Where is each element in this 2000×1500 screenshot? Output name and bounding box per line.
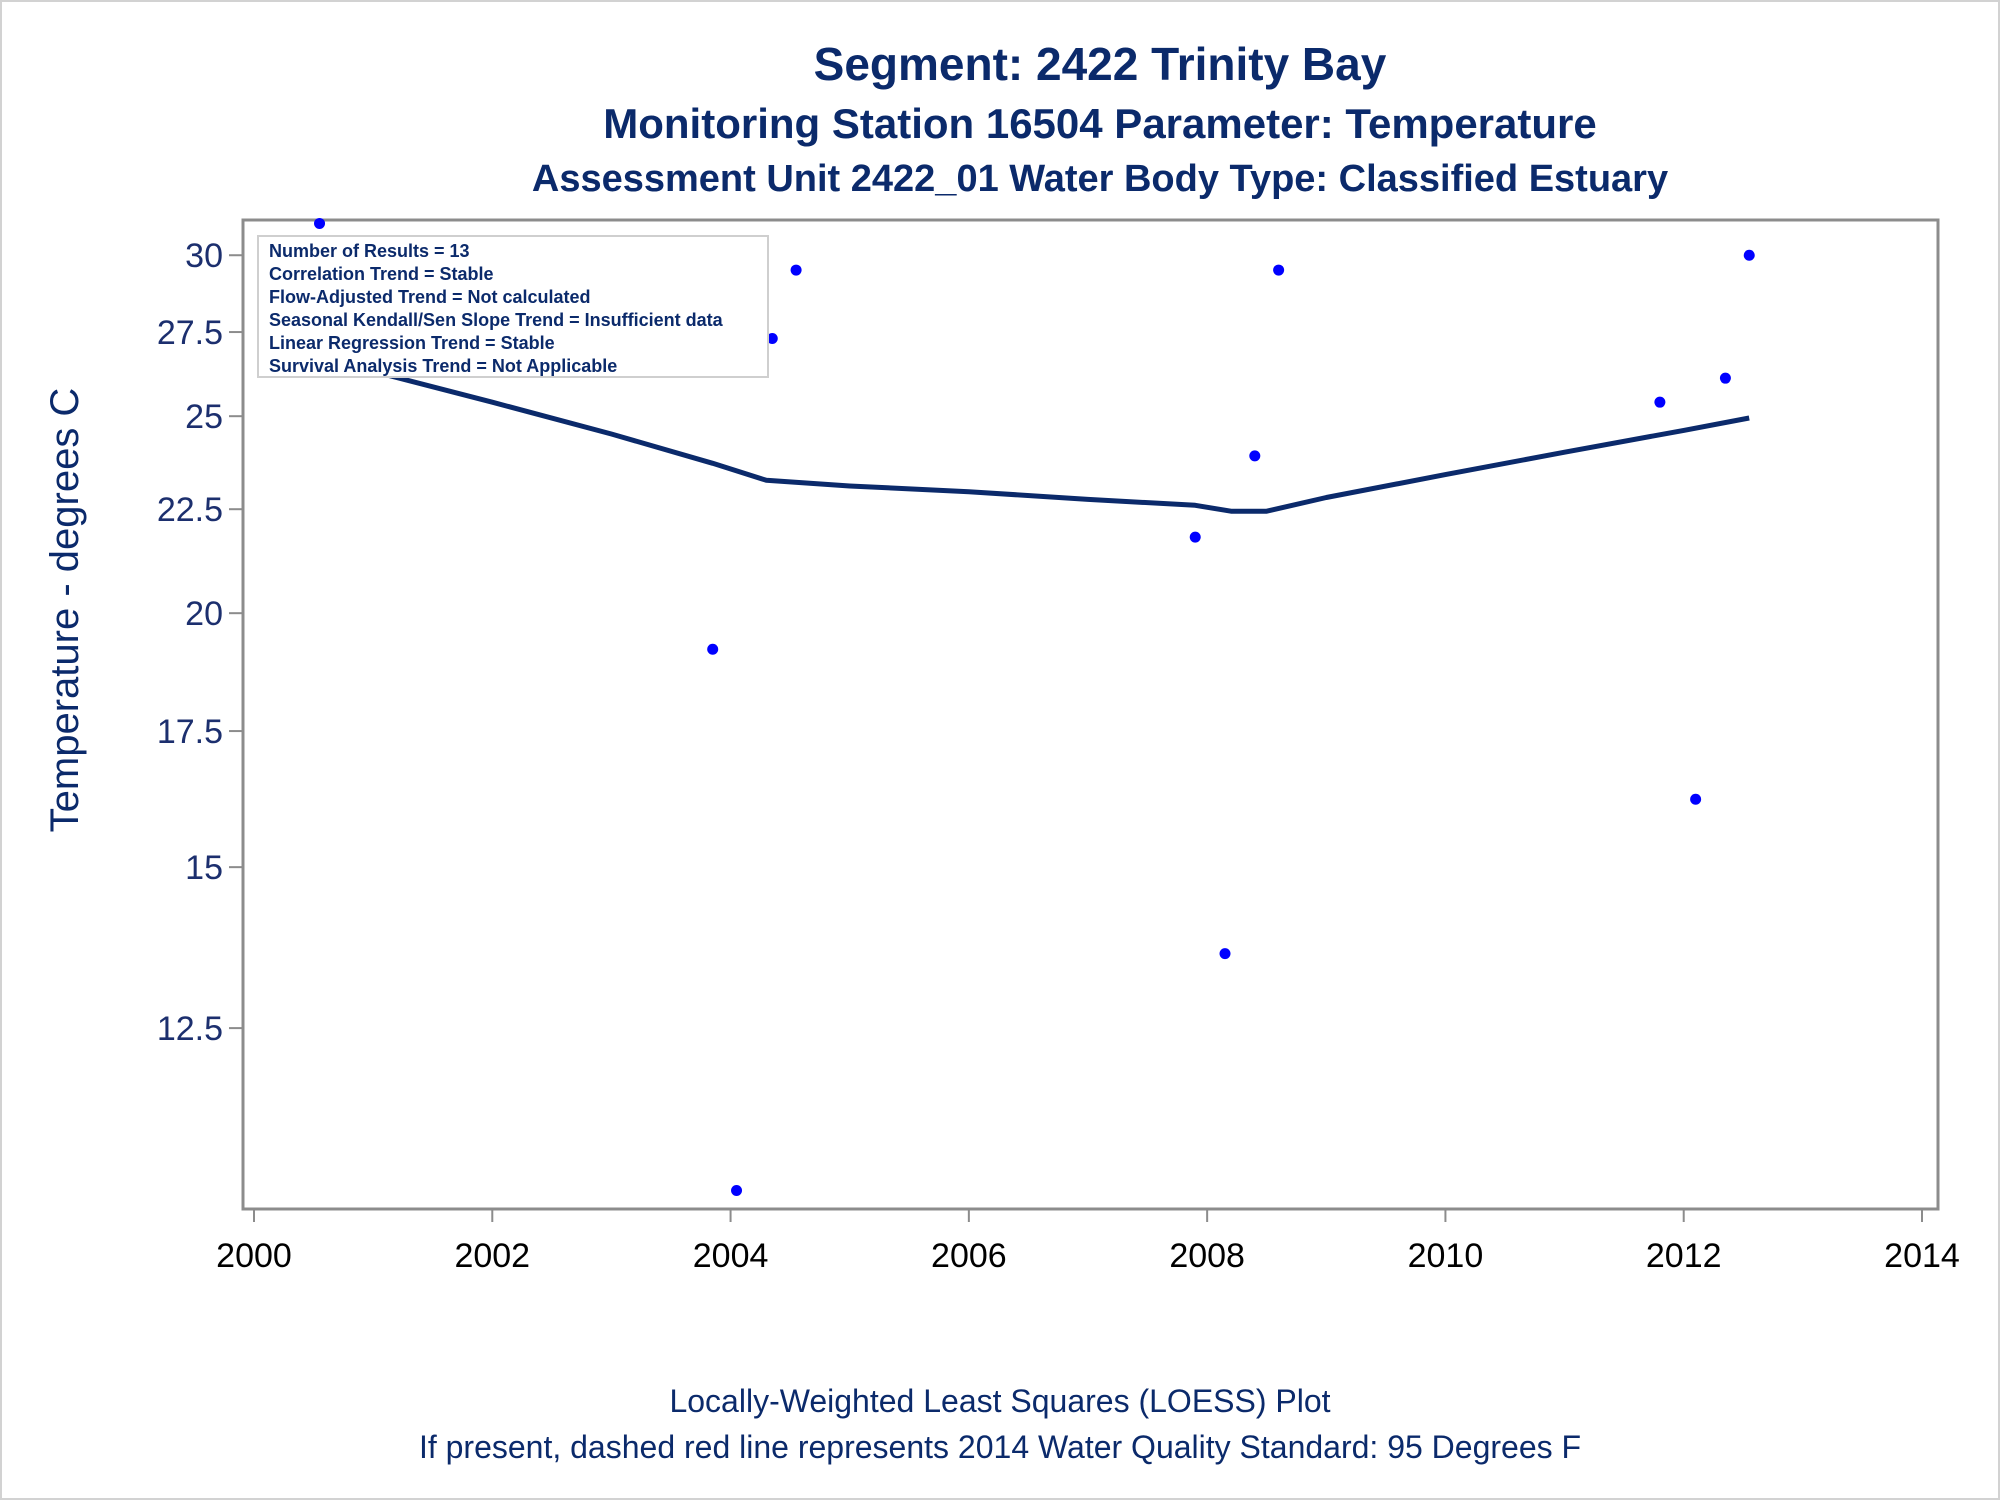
footnote-standard: If present, dashed red line represents 2… [419,1429,1581,1465]
x-axis: 2000 2002 2004 2006 2008 2010 2012 2014 [216,1209,1960,1275]
data-point [1743,249,1755,261]
legend-flow-adjusted-trend: Flow-Adjusted Trend = Not calculated [269,287,591,307]
x-tick-label: 2002 [454,1237,530,1275]
y-axis: 12.5 15 17.5 20 22.5 25 27.5 30 [157,237,243,1048]
x-tick-label: 2012 [1646,1237,1722,1275]
loess-line [319,358,1750,514]
legend-seasonal-kendall-trend: Seasonal Kendall/Sen Slope Trend = Insuf… [269,310,724,330]
x-tick-label: 2006 [931,1237,1007,1275]
legend-correlation-trend: Correlation Trend = Stable [269,264,494,284]
legend-survival-analysis-trend: Survival Analysis Trend = Not Applicable [269,356,617,376]
data-point [707,643,719,655]
data-point [1273,264,1285,276]
data-point [731,1184,743,1196]
data-point [1690,793,1702,805]
y-tick-label: 20 [185,595,223,633]
data-point [1189,531,1201,543]
plot-area [241,218,1940,1211]
data-point [1219,948,1231,960]
x-tick-label: 2008 [1169,1237,1245,1275]
legend-linear-regression-trend: Linear Regression Trend = Stable [269,333,555,353]
legend-box [257,235,769,378]
data-point [314,217,326,229]
x-tick-label: 2004 [693,1237,769,1275]
y-tick-label: 22.5 [157,491,223,529]
y-tick-label: 27.5 [157,314,223,352]
y-tick-label: 25 [185,398,223,436]
chart-title: Segment: 2422 Trinity Bay [814,38,1387,90]
y-tick-label: 12.5 [157,1010,223,1048]
data-point [790,264,802,276]
data-point [1719,372,1731,384]
data-point [1654,396,1666,408]
footnote-loess: Locally-Weighted Least Squares (LOESS) P… [669,1383,1330,1419]
chart-subtitle-station: Monitoring Station 16504 Parameter: Temp… [603,100,1596,147]
y-tick-label: 15 [185,849,223,887]
data-point [1249,450,1261,462]
y-tick-label: 30 [185,237,223,275]
y-tick-label: 17.5 [157,713,223,751]
stats-legend: Number of Results = 13 Correlation Trend… [257,235,769,378]
chart-subtitle-assessment: Assessment Unit 2422_01 Water Body Type:… [532,158,1668,200]
x-tick-label: 2010 [1408,1237,1484,1275]
x-tick-label: 2014 [1884,1237,1960,1275]
x-tick-label: 2000 [216,1237,292,1275]
y-axis-label: Temperature - degrees C [43,388,87,833]
data-points [314,217,1755,1196]
data-point [766,332,778,344]
legend-number-of-results: Number of Results = 13 [269,241,470,261]
